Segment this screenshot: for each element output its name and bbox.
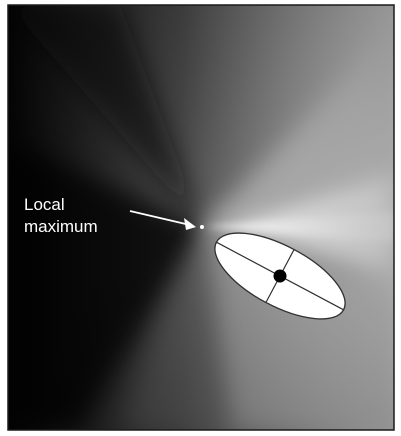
annotation-label-line1: Local [24, 195, 65, 214]
uncertainty-ellipse [214, 232, 346, 320]
panel-border [7, 4, 395, 431]
ellipse-center-marker [273, 269, 287, 283]
annotation-label-line2: maximum [24, 217, 98, 236]
local-maximum-point [200, 225, 204, 229]
gradient-field [8, 5, 394, 430]
annotation-arrow [129, 210, 196, 230]
